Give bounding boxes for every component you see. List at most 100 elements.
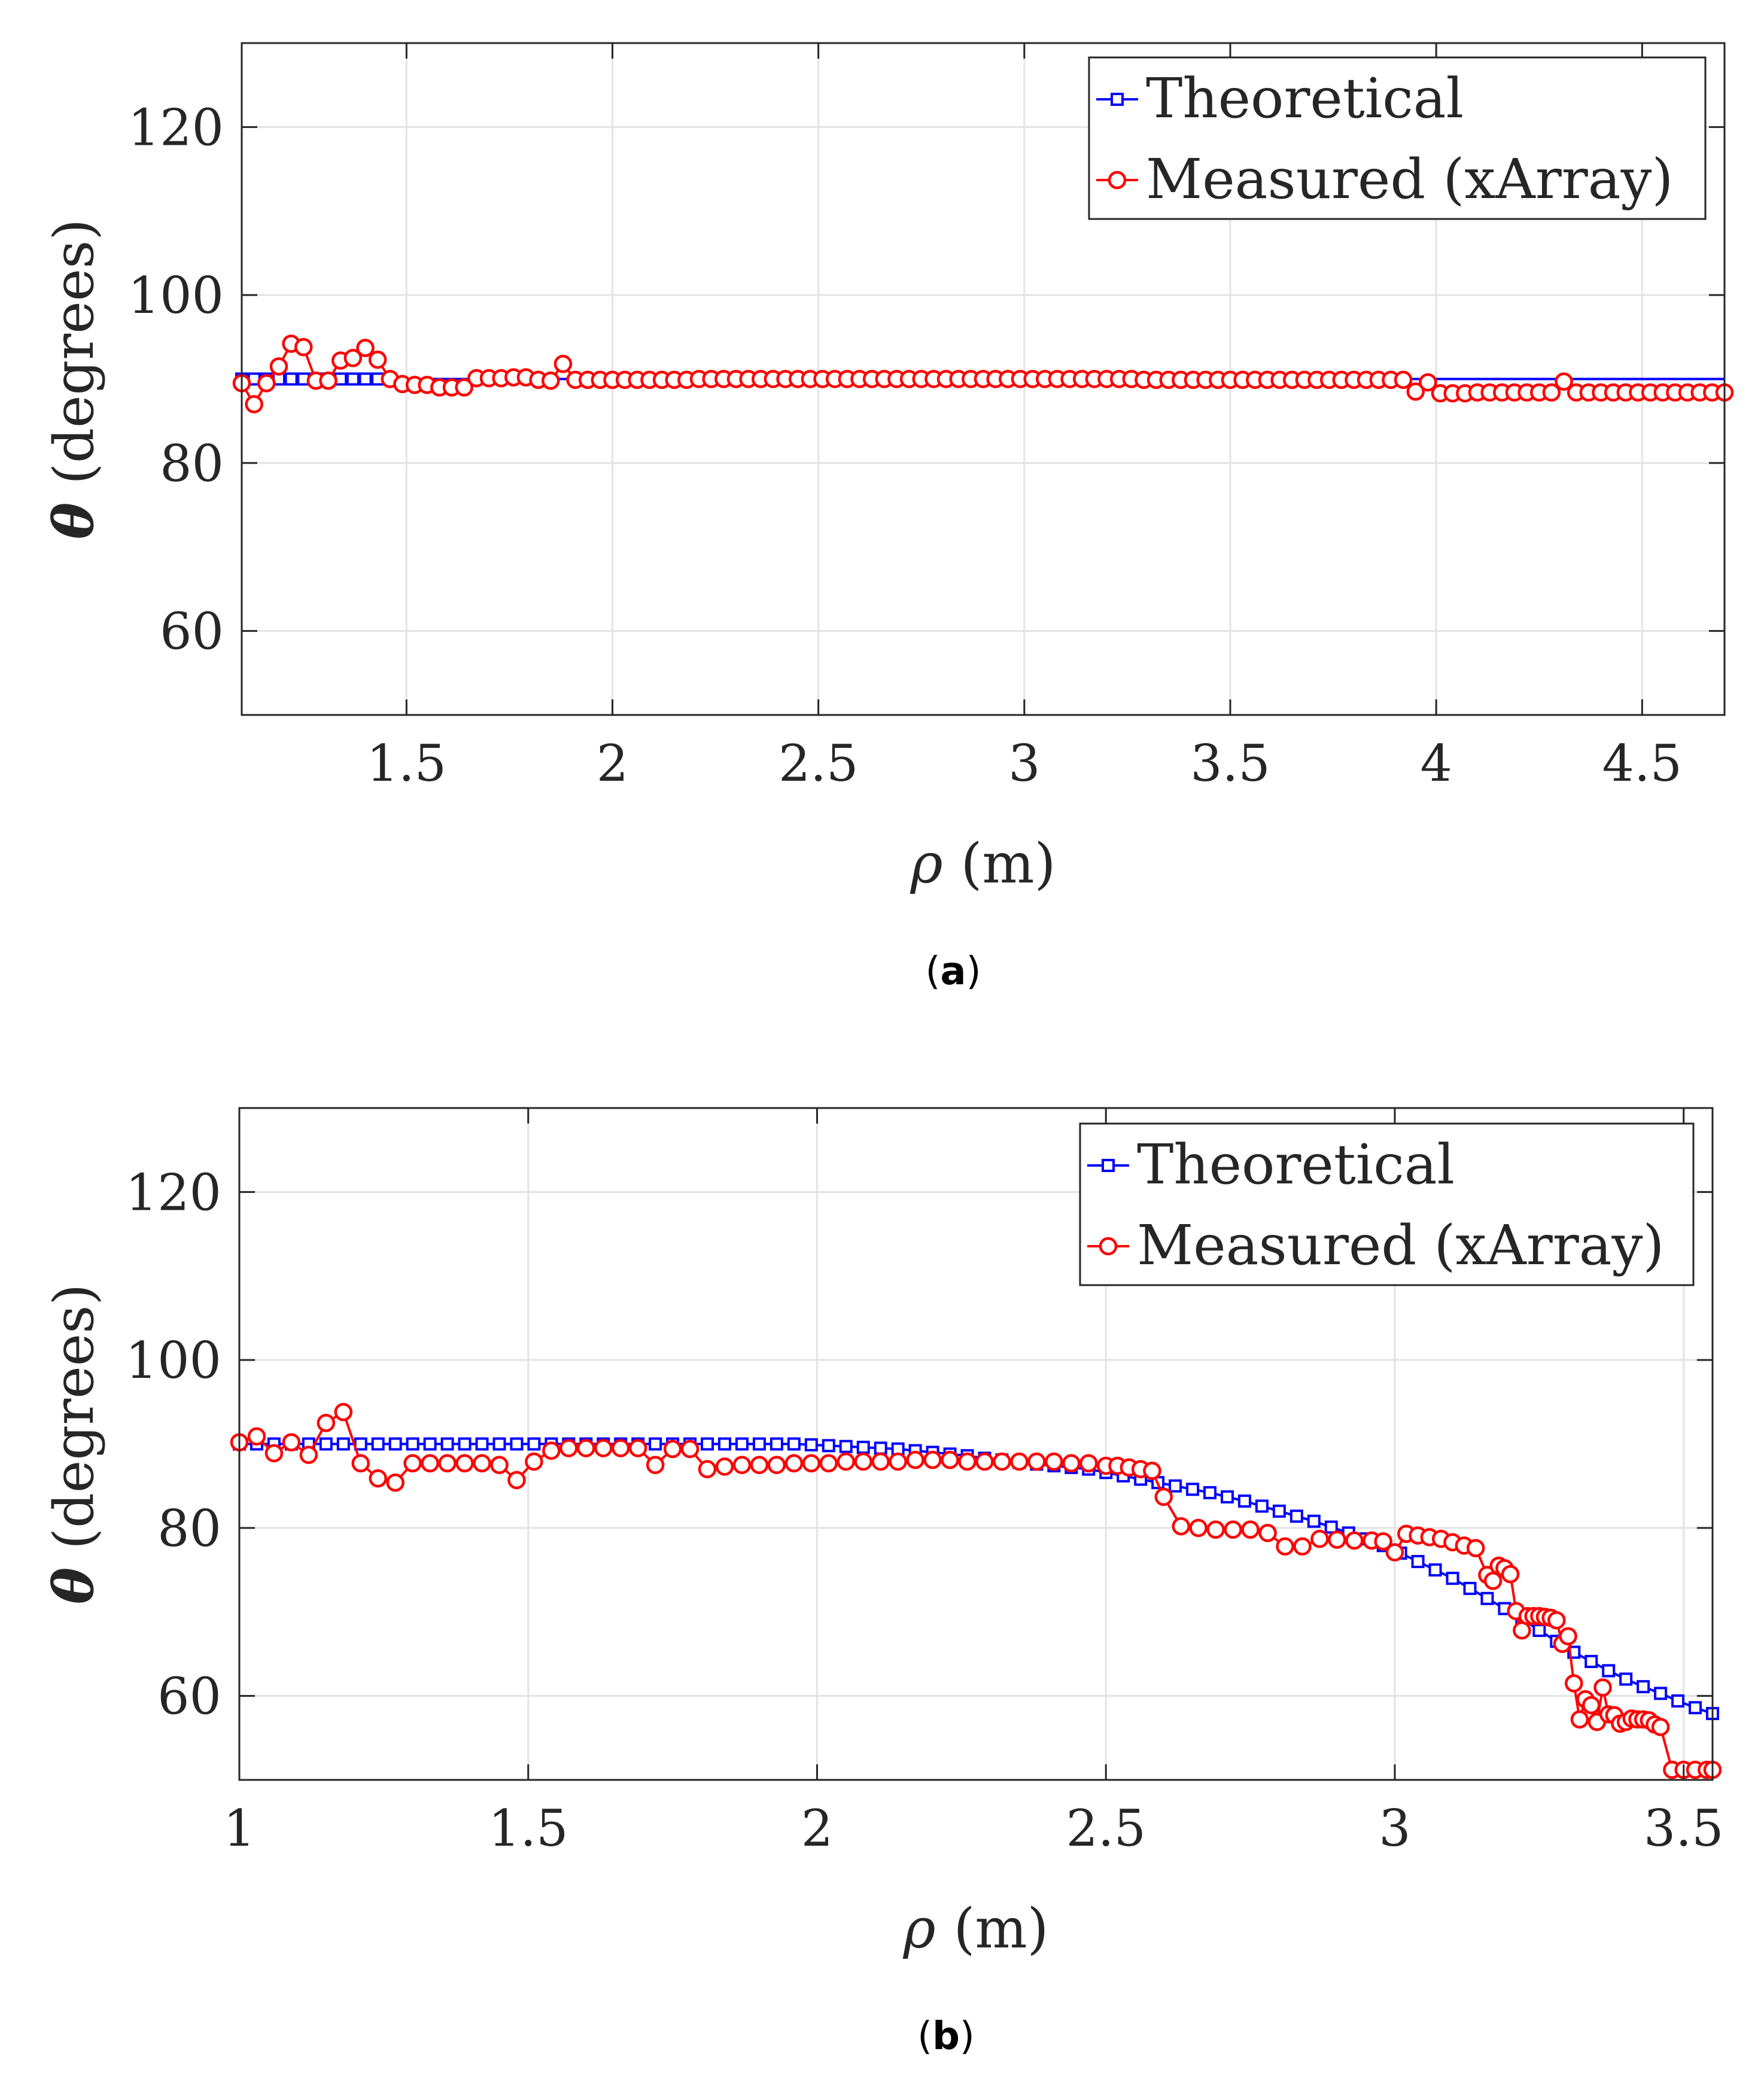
data-point xyxy=(264,1444,284,1463)
data-point xyxy=(1466,1539,1485,1557)
data-point xyxy=(458,1437,472,1451)
data-point xyxy=(701,1437,714,1451)
data-point xyxy=(787,1437,801,1451)
data-point xyxy=(542,372,560,390)
data-point xyxy=(1671,1694,1685,1708)
data-point xyxy=(1428,1563,1442,1577)
data-point xyxy=(343,349,363,367)
data-point xyxy=(1328,1530,1346,1549)
x-tick-label: 3.5 xyxy=(1644,1799,1724,1858)
data-point xyxy=(455,378,473,397)
data-point xyxy=(490,1456,509,1474)
data-point xyxy=(752,1437,766,1451)
data-point xyxy=(368,350,387,369)
legend-label: Measured (xArray) xyxy=(1146,147,1673,211)
x-axis-unit: (m) xyxy=(954,1897,1049,1961)
data-point xyxy=(1154,1487,1173,1506)
y-tick-label: 100 xyxy=(128,266,224,325)
data-point xyxy=(1220,1490,1234,1503)
x-tick-label: 4.5 xyxy=(1602,734,1683,793)
figure-caption: (a) xyxy=(925,949,981,994)
data-point xyxy=(1172,1517,1190,1536)
data-point xyxy=(594,1439,613,1457)
data-point xyxy=(1406,382,1425,401)
data-point xyxy=(1619,1672,1633,1686)
y-tick-label: 120 xyxy=(128,98,224,157)
x-tick-label: 2.5 xyxy=(778,734,859,793)
data-point xyxy=(715,1457,734,1476)
data-point xyxy=(1374,1532,1392,1551)
x-tick-label: 4 xyxy=(1420,734,1452,793)
data-point xyxy=(628,1439,647,1457)
data-point xyxy=(284,372,298,386)
data-point xyxy=(507,1471,526,1490)
data-point xyxy=(611,1439,630,1457)
data-point xyxy=(1547,1611,1566,1630)
data-point xyxy=(319,1437,333,1451)
data-point xyxy=(854,1452,872,1471)
caption-open-paren: ( xyxy=(925,949,940,994)
data-point xyxy=(336,1437,350,1451)
x-tick-label: 1.5 xyxy=(367,734,447,793)
legend-box xyxy=(1088,56,1707,220)
data-point xyxy=(649,1437,662,1451)
data-point xyxy=(1255,1499,1269,1513)
x-tick-label: 1 xyxy=(223,1799,255,1858)
data-point xyxy=(475,1437,489,1451)
data-point xyxy=(559,1439,578,1457)
data-point xyxy=(1224,1520,1242,1539)
data-point xyxy=(553,354,573,373)
data-point xyxy=(351,1454,370,1473)
data-point xyxy=(369,1469,387,1488)
data-point xyxy=(804,1438,818,1451)
axes-box xyxy=(238,1107,1714,1781)
data-point xyxy=(1143,1462,1161,1480)
x-axis-title: ρ (m) xyxy=(902,1897,1048,1961)
data-point xyxy=(299,1445,318,1464)
legend: Theoretical Measured (xArray) xyxy=(1088,56,1707,220)
caption-close-paren: ) xyxy=(966,949,981,994)
data-point xyxy=(1289,1509,1303,1523)
x-tick-label: 2 xyxy=(597,734,628,793)
data-point xyxy=(334,1402,353,1422)
x-axis-symbol: ρ xyxy=(902,1897,935,1961)
data-point xyxy=(1324,1520,1338,1534)
data-point xyxy=(837,1452,856,1471)
data-point xyxy=(856,1441,870,1454)
series-measured xyxy=(232,334,1734,413)
y-tick-label: 60 xyxy=(157,1667,221,1726)
caption-close-paren: ) xyxy=(960,2014,975,2059)
y-axis-unit: (degrees) xyxy=(42,1284,106,1550)
data-point xyxy=(767,1456,786,1474)
data-point xyxy=(1581,1696,1601,1715)
data-point xyxy=(1062,1454,1081,1473)
data-point xyxy=(889,1452,907,1471)
data-point xyxy=(784,1454,804,1473)
data-point xyxy=(245,395,263,413)
data-point xyxy=(319,372,337,390)
legend-marker xyxy=(1108,171,1127,190)
data-point xyxy=(455,1454,474,1473)
data-point xyxy=(356,339,375,357)
data-point xyxy=(718,1437,732,1451)
data-point xyxy=(1276,1537,1294,1556)
data-point xyxy=(732,1456,752,1474)
data-point xyxy=(1293,1537,1312,1556)
data-point xyxy=(421,1454,439,1473)
x-tick-label: 1.5 xyxy=(488,1799,568,1858)
data-point xyxy=(406,1437,419,1451)
x-tick-label: 3.5 xyxy=(1190,734,1270,793)
data-point xyxy=(440,1437,454,1451)
legend-label: Theoretical xyxy=(1146,66,1464,130)
data-point xyxy=(1570,1710,1589,1729)
data-point xyxy=(975,1452,994,1471)
data-point xyxy=(1532,1624,1546,1638)
data-point xyxy=(510,1437,524,1451)
data-point xyxy=(770,1437,783,1451)
legend: Theoretical Measured (xArray) xyxy=(1079,1122,1695,1286)
data-point xyxy=(386,1473,404,1492)
data-point xyxy=(1483,1572,1503,1590)
x-tick-label: 3 xyxy=(1008,734,1040,793)
data-point xyxy=(906,1450,924,1469)
